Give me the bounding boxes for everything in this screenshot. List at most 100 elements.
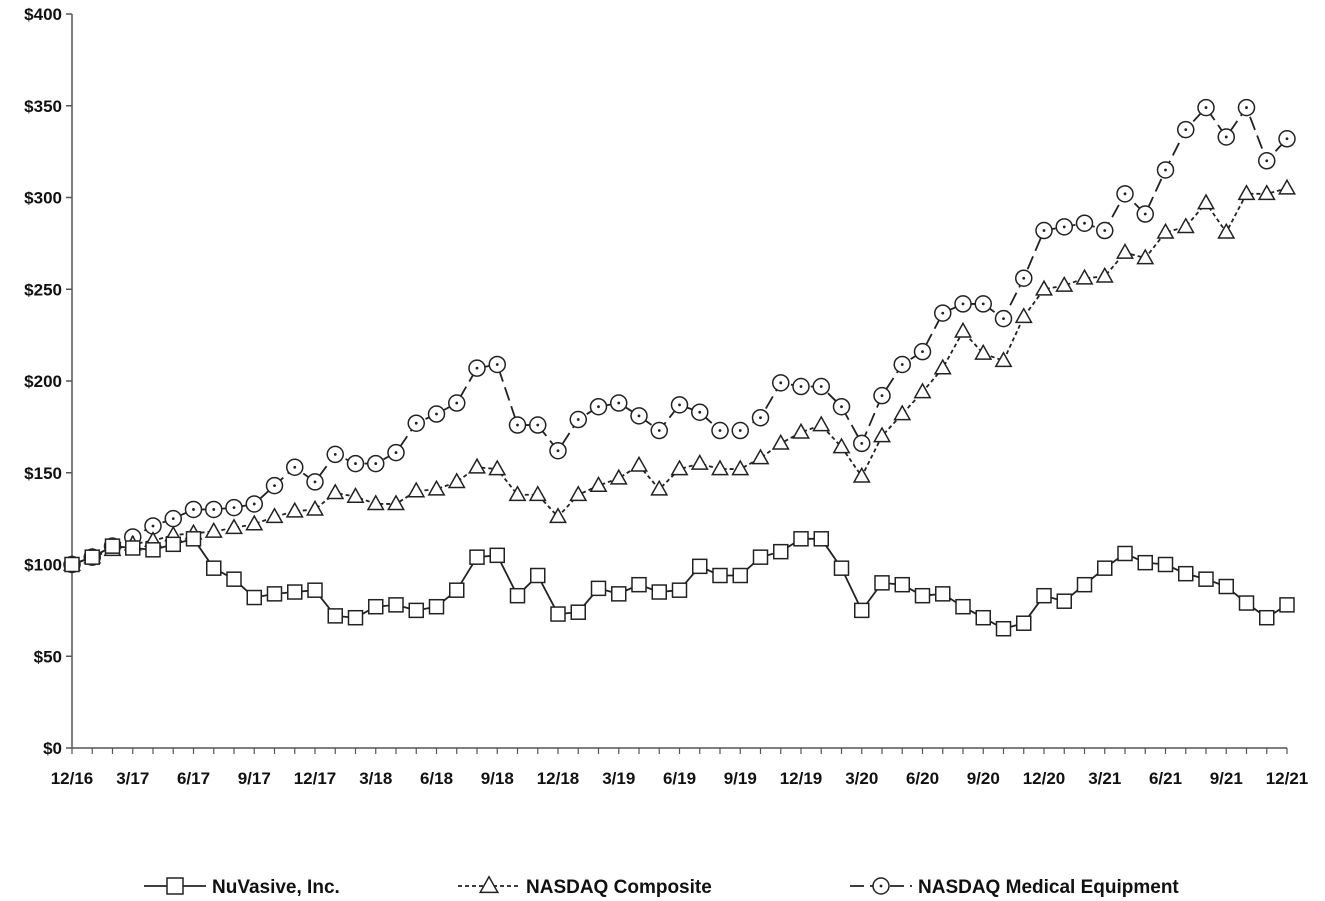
x-tick-label: 6/18 (420, 769, 453, 788)
series-square (64, 531, 1295, 637)
x-tick-label: 12/20 (1023, 769, 1066, 788)
legend-item: NASDAQ Medical Equipment (850, 877, 1179, 898)
data-point (245, 495, 263, 513)
data-point (528, 485, 547, 502)
data-point (1198, 571, 1214, 587)
data-point (488, 355, 506, 374)
data-point (711, 459, 729, 476)
data-point (1096, 221, 1114, 240)
data-point (589, 397, 608, 416)
data-point (995, 620, 1012, 637)
data-point (1217, 128, 1235, 146)
data-point (792, 377, 810, 396)
data-point (650, 479, 669, 496)
data-point (773, 543, 789, 560)
series-circle (63, 98, 1296, 574)
data-point (488, 459, 507, 476)
data-point (1136, 248, 1155, 265)
data-point (873, 426, 891, 443)
data-point (1258, 152, 1276, 170)
data-point (853, 434, 871, 453)
data-point (508, 416, 527, 434)
data-point (165, 536, 181, 553)
data-point (225, 498, 243, 517)
data-point (711, 421, 729, 440)
data-point (570, 604, 586, 620)
data-point (266, 586, 283, 602)
x-tick-label: 12/18 (537, 769, 580, 788)
data-point (913, 382, 932, 399)
y-tick-label: $50 (34, 647, 62, 666)
data-point (893, 404, 912, 421)
data-point (691, 403, 709, 421)
y-tick-label: $200 (24, 372, 62, 391)
data-point (285, 501, 304, 518)
x-tick-label: 6/19 (663, 769, 696, 788)
data-point (994, 351, 1013, 368)
data-point (1156, 161, 1175, 179)
y-tick-label: $400 (24, 5, 62, 24)
data-point (449, 582, 465, 598)
data-point (1218, 578, 1234, 595)
x-tick-label: 12/17 (294, 769, 337, 788)
data-point (1279, 597, 1295, 613)
data-point (934, 304, 952, 322)
data-point (84, 549, 100, 565)
x-tick-label: 12/16 (51, 769, 94, 788)
data-point (854, 602, 870, 619)
data-point (975, 609, 991, 626)
data-point (265, 476, 284, 495)
data-point (650, 421, 668, 440)
legend-item: NASDAQ Composite (458, 875, 712, 898)
data-point (569, 485, 588, 502)
data-point (549, 441, 567, 460)
data-point (569, 410, 587, 429)
data-point (1176, 217, 1195, 234)
data-point (874, 575, 890, 591)
x-tick-label: 3/21 (1088, 769, 1121, 788)
data-point (751, 448, 770, 465)
data-point (671, 582, 688, 598)
data-point (813, 531, 829, 547)
data-point (1035, 221, 1053, 240)
data-point (226, 571, 242, 587)
data-point (104, 538, 121, 554)
data-point (326, 483, 345, 500)
data-point (1055, 218, 1073, 236)
y-tick-label: $150 (24, 464, 62, 483)
data-point (1016, 615, 1032, 631)
data-point (387, 443, 405, 462)
data-point (1136, 205, 1154, 223)
data-point (589, 476, 608, 492)
data-point (1259, 609, 1275, 626)
data-point (1116, 242, 1134, 259)
legend-label: NASDAQ Medical Equipment (918, 877, 1179, 898)
data-point (145, 542, 161, 558)
data-point (1137, 554, 1153, 571)
data-point (1156, 222, 1175, 239)
legend-label: NuVasive, Inc. (212, 877, 340, 898)
data-point (651, 584, 667, 600)
x-tick-label: 6/20 (906, 769, 939, 788)
legend-marker (166, 877, 184, 895)
data-point (468, 457, 486, 474)
data-point (1015, 269, 1033, 287)
data-point (1197, 193, 1215, 210)
x-tick-label: 3/18 (359, 769, 392, 788)
data-point (690, 453, 709, 470)
data-point (347, 609, 364, 626)
data-point (1157, 556, 1174, 573)
data-point (670, 459, 689, 476)
data-point (590, 580, 607, 597)
legend-marker (872, 877, 890, 895)
legend: NuVasive, Inc. NASDAQ Composite NASDAQ Med… (144, 875, 1179, 898)
data-point (529, 416, 547, 434)
data-point (1075, 268, 1094, 285)
data-point (286, 458, 304, 476)
data-point (954, 295, 972, 313)
data-point (1178, 565, 1194, 582)
data-point (225, 518, 243, 535)
data-point (832, 437, 851, 454)
x-tick-label: 12/21 (1266, 769, 1309, 788)
